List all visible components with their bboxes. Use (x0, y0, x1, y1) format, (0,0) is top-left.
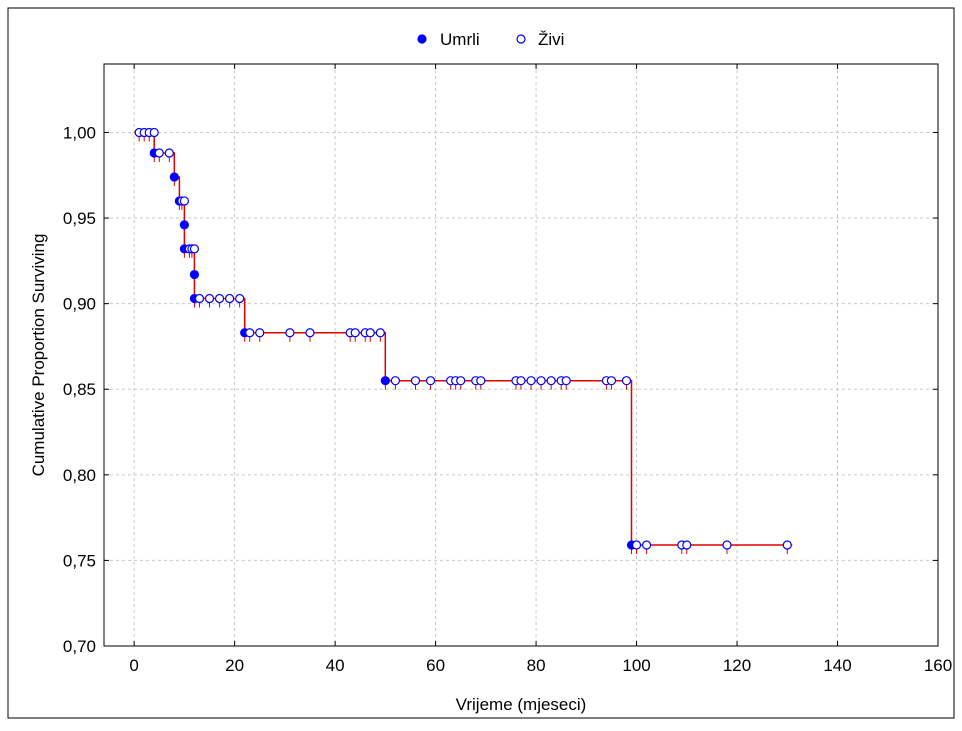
x-tick-label: 0 (129, 656, 138, 675)
legend-zivi-marker (516, 34, 526, 44)
zivi-point (365, 328, 375, 338)
zivi-point (164, 148, 174, 158)
zivi-point (782, 540, 792, 550)
umrli-point (169, 172, 179, 182)
zivi-point (561, 376, 571, 386)
x-tick-label: 20 (225, 656, 244, 675)
x-tick-label: 160 (924, 656, 952, 675)
zivi-point (722, 540, 732, 550)
zivi-point (194, 293, 205, 304)
x-tick-label: 140 (823, 656, 851, 675)
umrli-point (189, 269, 200, 280)
y-tick-label: 0,70 (63, 637, 96, 656)
zivi-point (149, 127, 159, 138)
y-tick-label: 0,95 (63, 209, 96, 228)
marker-layer (134, 127, 792, 555)
y-axis-label: Cumulative Proportion Surviving (29, 234, 48, 477)
zivi-point (642, 540, 652, 550)
zivi-point (476, 376, 486, 386)
y-tick-label: 0,75 (63, 551, 96, 570)
zivi-point (305, 328, 315, 338)
zivi-point (606, 376, 617, 386)
zivi-point (631, 540, 642, 550)
zivi-point (225, 293, 235, 304)
zivi-point (621, 376, 632, 386)
zivi-point (516, 376, 526, 386)
legend-umrli-label: Umrli (440, 30, 480, 49)
zivi-point (425, 376, 436, 386)
zivi-point (235, 293, 245, 304)
zivi-point (204, 293, 215, 304)
zivi-point (410, 376, 421, 386)
legend-umrli-marker (417, 34, 427, 44)
x-tick-label: 80 (527, 656, 546, 675)
legend: Umrli Živi (417, 30, 564, 49)
x-axis-label: Vrijeme (mjeseci) (456, 695, 587, 714)
outer-border (7, 7, 955, 719)
zivi-point (546, 376, 556, 386)
plot-frame (103, 63, 939, 647)
y-tick-label: 0,80 (63, 466, 96, 485)
zivi-point (526, 376, 536, 386)
zivi-point (285, 328, 295, 338)
zivi-point (189, 244, 200, 254)
x-tick-label: 100 (622, 656, 650, 675)
x-tick-label: 40 (326, 656, 345, 675)
zivi-point (245, 328, 255, 338)
zivi-point (536, 376, 546, 386)
y-tick-label: 1,00 (63, 123, 96, 142)
zivi-point (179, 196, 189, 206)
zivi-point (154, 148, 164, 158)
x-tick-label: 60 (426, 656, 445, 675)
zivi-point (456, 376, 466, 386)
umrli-point (380, 376, 390, 386)
y-tick-label: 0,90 (63, 295, 96, 314)
y-tick-label: 0,85 (63, 380, 96, 399)
zivi-point (390, 376, 400, 386)
zivi-point (350, 328, 360, 338)
tick-layer: 0 20 40 60 80 100 120 140 160 0,70 0,75 0,80 0,85 0,9… (63, 64, 952, 675)
zivi-point (214, 293, 225, 304)
zivi-point (255, 328, 265, 338)
x-tick-label: 120 (723, 656, 751, 675)
umrli-point (179, 220, 189, 230)
zivi-point (375, 328, 385, 338)
legend-zivi-label: Živi (538, 30, 564, 49)
zivi-point (682, 540, 692, 550)
